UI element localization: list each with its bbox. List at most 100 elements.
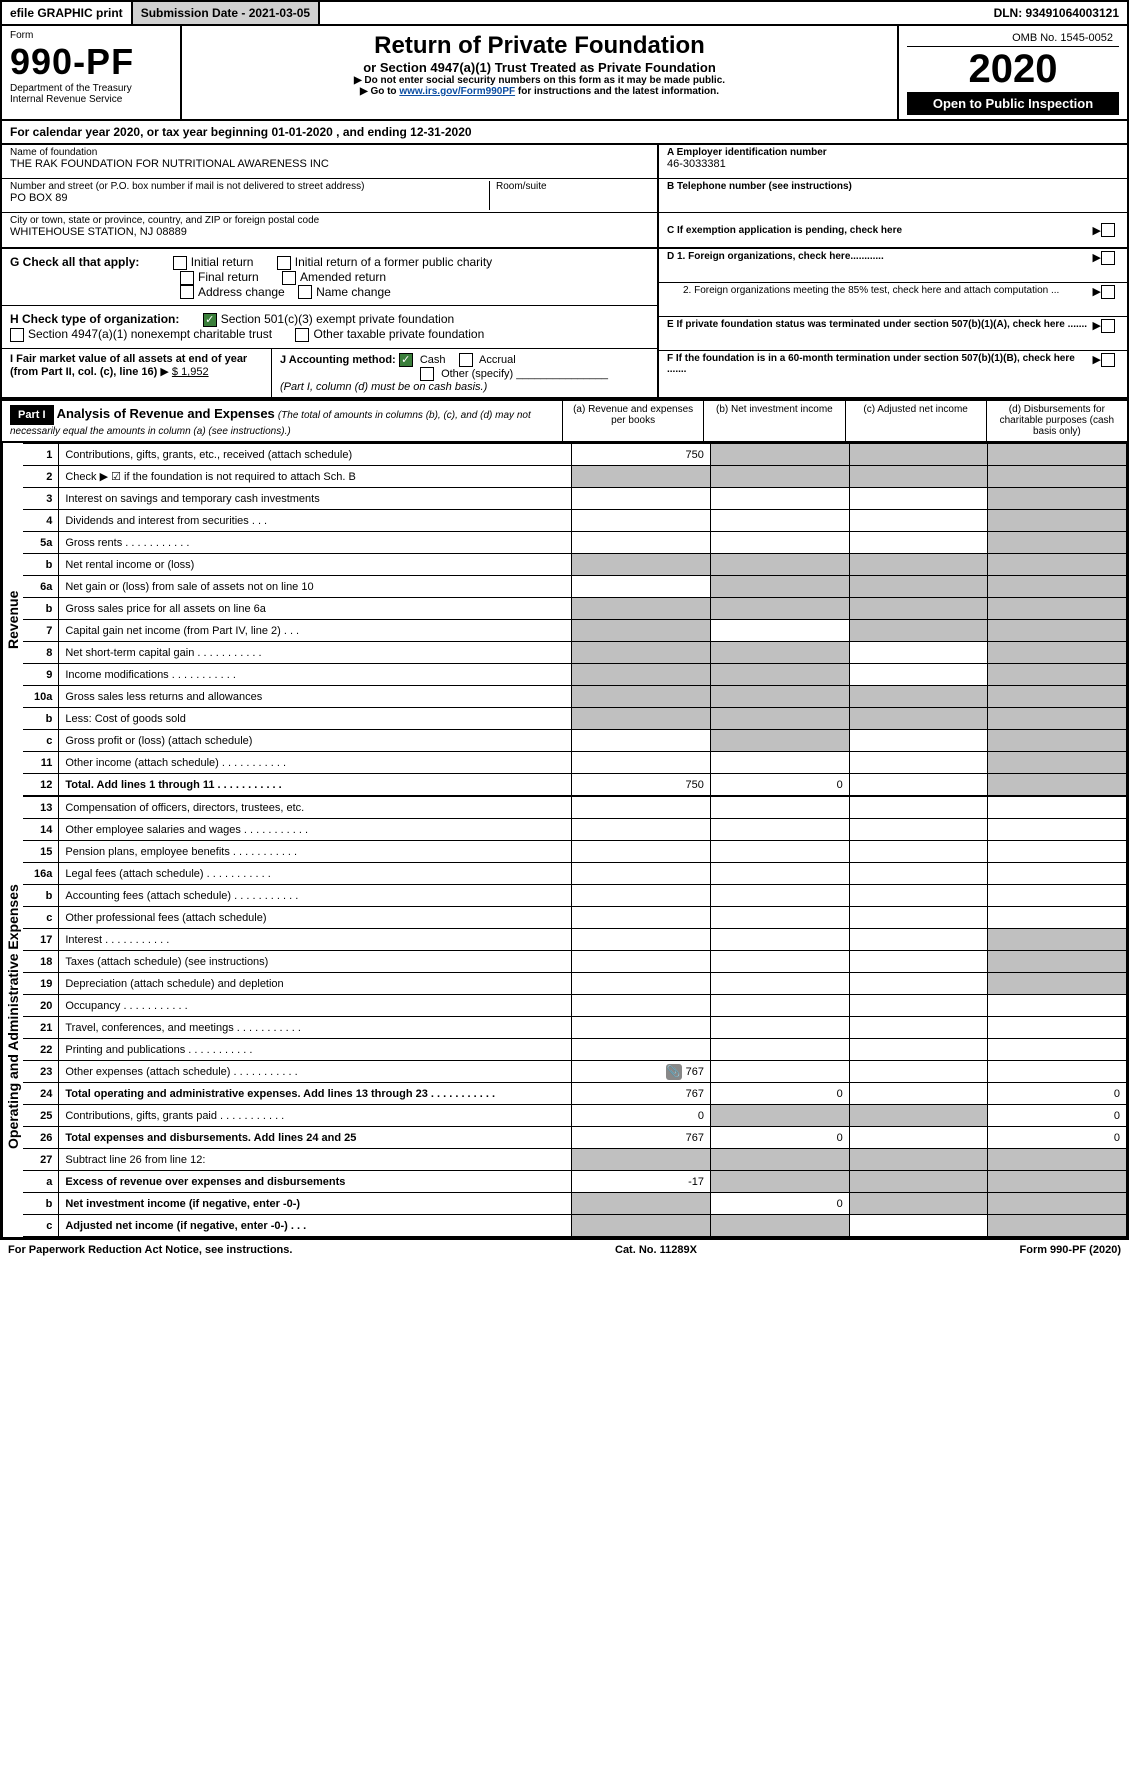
note1: Do not enter social security numbers on … — [192, 75, 887, 86]
d1-label: D 1. Foreign organizations, check here..… — [667, 251, 1093, 280]
chk-f[interactable] — [1101, 353, 1115, 367]
note2: Go to www.irs.gov/Form990PF for instruct… — [192, 86, 887, 97]
line-8: 8Net short-term capital gain — [23, 642, 1127, 664]
chk-cash[interactable] — [399, 353, 413, 367]
line-23: 23Other expenses (attach schedule)767 — [23, 1061, 1127, 1083]
i-label: I Fair market value of all assets at end… — [10, 353, 247, 378]
city: WHITEHOUSE STATION, NJ 08889 — [10, 226, 649, 238]
chk-other-acct[interactable] — [420, 367, 434, 381]
line-27c: cAdjusted net income (if negative, enter… — [23, 1215, 1127, 1237]
form-990pf: efile GRAPHIC print Submission Date - 20… — [0, 0, 1129, 1239]
chk-e[interactable] — [1101, 319, 1115, 333]
chk-amended[interactable] — [282, 271, 296, 285]
chk-initial-former[interactable] — [277, 256, 291, 270]
chk-4947[interactable] — [10, 328, 24, 342]
part1-label: Part I — [10, 405, 54, 425]
line-6b: bGross sales price for all assets on lin… — [23, 598, 1127, 620]
ein: 46-3033381 — [667, 158, 1119, 170]
revenue-label: Revenue — [2, 443, 23, 796]
line-7: 7Capital gain net income (from Part IV, … — [23, 620, 1127, 642]
col-d: (d) Disbursements for charitable purpose… — [986, 401, 1127, 441]
dept2: Internal Revenue Service — [10, 94, 172, 105]
line-10b: bLess: Cost of goods sold — [23, 708, 1127, 730]
line-15: 15Pension plans, employee benefits — [23, 841, 1127, 863]
line-19: 19Depreciation (attach schedule) and dep… — [23, 973, 1127, 995]
line-10c: cGross profit or (loss) (attach schedule… — [23, 730, 1127, 752]
chk-final[interactable] — [180, 271, 194, 285]
chk-address[interactable] — [180, 285, 194, 299]
h-label: H Check type of organization: — [10, 312, 179, 326]
line-16a: 16aLegal fees (attach schedule) — [23, 863, 1127, 885]
chk-other-tax[interactable] — [295, 328, 309, 342]
ein-label: A Employer identification number — [667, 147, 1119, 158]
g-label: G Check all that apply: — [10, 255, 139, 269]
top-bar: efile GRAPHIC print Submission Date - 20… — [2, 2, 1127, 26]
col-b: (b) Net investment income — [703, 401, 844, 441]
open-public: Open to Public Inspection — [907, 92, 1119, 115]
footer-mid: Cat. No. 11289X — [615, 1244, 697, 1256]
line-12: 12Total. Add lines 1 through 117500 — [23, 774, 1127, 796]
form-number: 990-PF — [10, 41, 172, 83]
footer: For Paperwork Reduction Act Notice, see … — [0, 1239, 1129, 1260]
line-14: 14Other employee salaries and wages — [23, 819, 1127, 841]
j-label: J Accounting method: — [280, 354, 396, 366]
efile-print[interactable]: efile GRAPHIC print — [2, 2, 133, 24]
line-26: 26Total expenses and disbursements. Add … — [23, 1127, 1127, 1149]
part1-header: Part I Analysis of Revenue and Expenses … — [2, 399, 1127, 443]
line-22: 22Printing and publications — [23, 1039, 1127, 1061]
name-label: Name of foundation — [10, 147, 649, 158]
form-title: Return of Private Foundation — [192, 32, 887, 60]
chk-d1[interactable] — [1101, 251, 1115, 265]
footer-right: Form 990-PF (2020) — [1020, 1244, 1121, 1256]
line-5a: 5aGross rents — [23, 532, 1127, 554]
line-16b: bAccounting fees (attach schedule) — [23, 885, 1127, 907]
line-1: 1Contributions, gifts, grants, etc., rec… — [23, 444, 1127, 466]
form-word: Form — [10, 30, 172, 41]
header: Form 990-PF Department of the Treasury I… — [2, 26, 1127, 121]
chk-d2[interactable] — [1101, 285, 1115, 299]
street: PO BOX 89 — [10, 192, 489, 204]
omb: OMB No. 1545-0052 — [907, 30, 1119, 47]
line-5b: bNet rental income or (loss) — [23, 554, 1127, 576]
form-subtitle: or Section 4947(a)(1) Trust Treated as P… — [192, 60, 887, 75]
line-27b: bNet investment income (if negative, ent… — [23, 1193, 1127, 1215]
expenses-label: Operating and Administrative Expenses — [2, 796, 23, 1237]
f-label: F If the foundation is in a 60-month ter… — [667, 353, 1093, 383]
foundation-name: THE RAK FOUNDATION FOR NUTRITIONAL AWARE… — [10, 158, 649, 170]
chk-name[interactable] — [298, 285, 312, 299]
line-13: 13Compensation of officers, directors, t… — [23, 797, 1127, 819]
h-section: H Check type of organization: Section 50… — [2, 306, 657, 349]
line-9: 9Income modifications — [23, 664, 1127, 686]
pending-label: C If exemption application is pending, c… — [667, 225, 1093, 236]
line-16c: cOther professional fees (attach schedul… — [23, 907, 1127, 929]
line-18: 18Taxes (attach schedule) (see instructi… — [23, 951, 1127, 973]
line-2: 2Check ▶ ☑ if the foundation is not requ… — [23, 466, 1127, 488]
line-6a: 6aNet gain or (loss) from sale of assets… — [23, 576, 1127, 598]
submission-date: Submission Date - 2021-03-05 — [133, 2, 320, 24]
chk-accrual[interactable] — [459, 353, 473, 367]
irs-link[interactable]: www.irs.gov/Form990PF — [399, 86, 515, 97]
attach-icon[interactable] — [666, 1064, 682, 1080]
footer-left: For Paperwork Reduction Act Notice, see … — [8, 1244, 292, 1256]
j-note: (Part I, column (d) must be on cash basi… — [280, 381, 487, 393]
line-3: 3Interest on savings and temporary cash … — [23, 488, 1127, 510]
line-27a: aExcess of revenue over expenses and dis… — [23, 1171, 1127, 1193]
line-24: 24Total operating and administrative exp… — [23, 1083, 1127, 1105]
city-label: City or town, state or province, country… — [10, 215, 649, 226]
expenses-section: Operating and Administrative Expenses 13… — [2, 796, 1127, 1237]
pending-checkbox[interactable] — [1101, 223, 1115, 237]
tax-year: 2020 — [907, 47, 1119, 92]
line-21: 21Travel, conferences, and meetings — [23, 1017, 1127, 1039]
dept1: Department of the Treasury — [10, 83, 172, 94]
line-20: 20Occupancy — [23, 995, 1127, 1017]
d2-label: 2. Foreign organizations meeting the 85%… — [667, 285, 1093, 314]
line-17: 17Interest — [23, 929, 1127, 951]
line-4: 4Dividends and interest from securities … — [23, 510, 1127, 532]
part1-title: Analysis of Revenue and Expenses — [57, 406, 275, 421]
chk-501c3[interactable] — [203, 313, 217, 327]
line-11: 11Other income (attach schedule) — [23, 752, 1127, 774]
col-c: (c) Adjusted net income — [845, 401, 986, 441]
e-label: E If private foundation status was termi… — [667, 319, 1093, 348]
i-value: $ 1,952 — [172, 366, 209, 378]
chk-initial[interactable] — [173, 256, 187, 270]
